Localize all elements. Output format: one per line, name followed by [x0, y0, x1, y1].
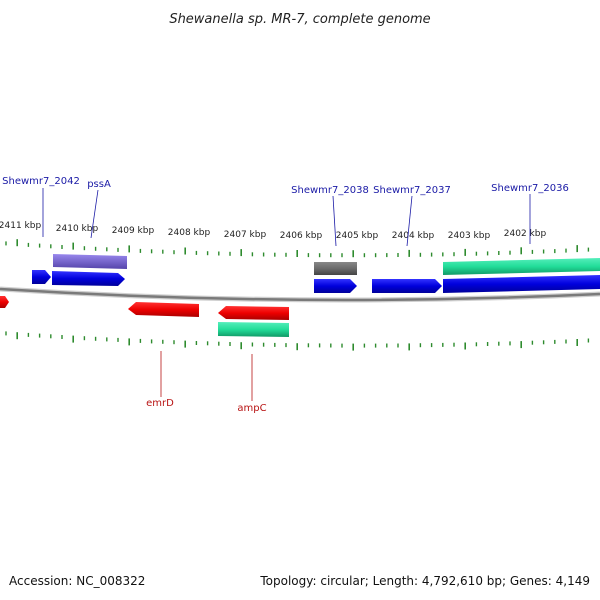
label-pssA[interactable]: pssA	[87, 179, 111, 190]
scale-label-2408: 2408 kbp	[168, 228, 211, 238]
feature-pssA-band[interactable]	[53, 254, 127, 269]
scale-label-2406: 2406 kbp	[280, 231, 323, 241]
leader-pssA	[90, 189, 99, 239]
gene-shewmr7-2036-arrow[interactable]	[443, 275, 600, 293]
topology-summary: Topology: circular; Length: 4,792,610 bp…	[259, 574, 590, 588]
label-shewmr7-2037[interactable]: Shewmr7_2037	[373, 185, 451, 196]
label-ampC[interactable]: ampC	[237, 403, 266, 414]
gene-ampC-arrow[interactable]	[218, 306, 289, 320]
scale-labels: 2411 kbp 2410 kbp 2409 kbp 2408 kbp 2407…	[0, 221, 546, 241]
scale-label-2403: 2403 kbp	[448, 231, 491, 241]
feature-ampC-band[interactable]	[218, 322, 289, 337]
feature-shewmr7-2036-band[interactable]	[443, 258, 600, 275]
gene-labels: Shewmr7_2042 pssA Shewmr7_2038 Shewmr7_2…	[2, 176, 569, 414]
reverse-features	[0, 296, 289, 337]
gene-left-edge-arrow[interactable]	[0, 296, 9, 308]
label-emrD[interactable]: emrD	[146, 398, 174, 409]
lower-tick-ruler	[5, 331, 590, 351]
label-shewmr7-2036[interactable]: Shewmr7_2036	[491, 183, 569, 194]
accession-text: Accession: NC_008322	[9, 574, 145, 588]
genome-backbone-core	[0, 287, 600, 302]
feature-shewmr7-2038-band[interactable]	[314, 262, 357, 275]
map-title: Shewanella sp. MR-7, complete genome	[169, 12, 430, 27]
leader-shewmr7-2037	[406, 195, 413, 247]
scale-label-2409: 2409 kbp	[112, 226, 155, 236]
gene-shewmr7-2037-arrow[interactable]	[372, 279, 442, 293]
gene-shewmr7-2038-arrow[interactable]	[314, 279, 357, 293]
leader-shewmr7-2038	[332, 195, 337, 247]
scale-label-2404: 2404 kbp	[392, 231, 435, 241]
forward-features	[32, 254, 600, 293]
gene-shewmr7-2042-arrow[interactable]	[32, 270, 51, 284]
scale-label-2405: 2405 kbp	[336, 231, 379, 241]
gene-emrD-arrow[interactable]	[128, 302, 199, 317]
scale-label-2407: 2407 kbp	[224, 230, 267, 240]
leader-lines	[42, 188, 531, 401]
label-shewmr7-2038[interactable]: Shewmr7_2038	[291, 185, 369, 196]
scale-label-2411: 2411 kbp	[0, 221, 41, 231]
upper-tick-ruler	[5, 239, 590, 258]
gene-pssA-arrow[interactable]	[52, 271, 125, 286]
scale-label-2402: 2402 kbp	[504, 229, 547, 239]
scale-label-2410: 2410 kbp	[56, 224, 99, 234]
label-shewmr7-2042[interactable]: Shewmr7_2042	[2, 176, 80, 187]
